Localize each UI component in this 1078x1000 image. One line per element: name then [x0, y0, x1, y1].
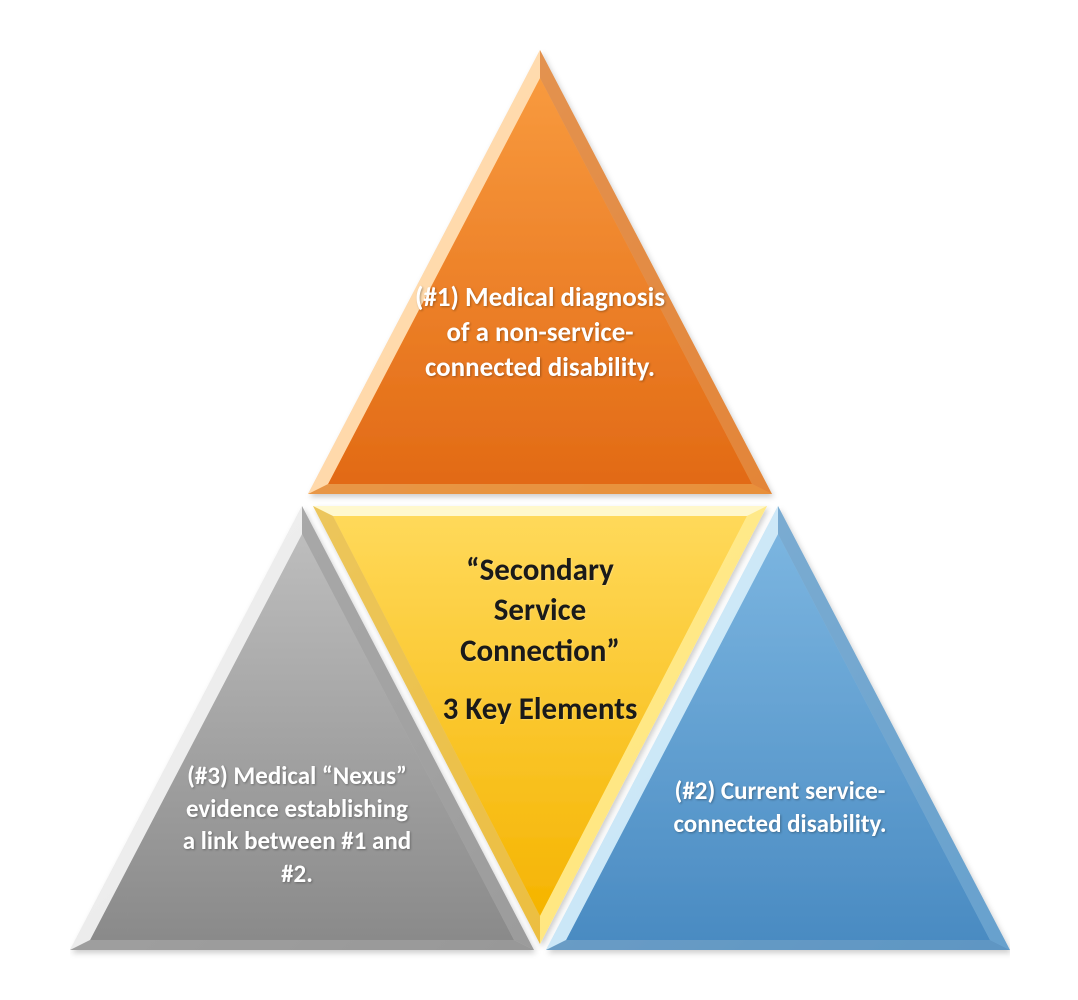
- pyramid-diagram: (#1) Medical diagnosis of a non-service-…: [70, 40, 1010, 960]
- segment-center-text: “Secondary Service Connection” 3 Key Ele…: [420, 550, 660, 729]
- center-title: “Secondary Service Connection”: [420, 550, 660, 671]
- segment-left-text: (#3) Medical “Nexus” evidence establishi…: [182, 760, 412, 890]
- segment-top-text: (#1) Medical diagnosis of a non-service-…: [410, 280, 670, 385]
- segment-top: [308, 50, 772, 494]
- segment-right-text: (#2) Current service-connected disabilit…: [665, 775, 895, 840]
- center-subtitle: 3 Key Elements: [420, 689, 660, 729]
